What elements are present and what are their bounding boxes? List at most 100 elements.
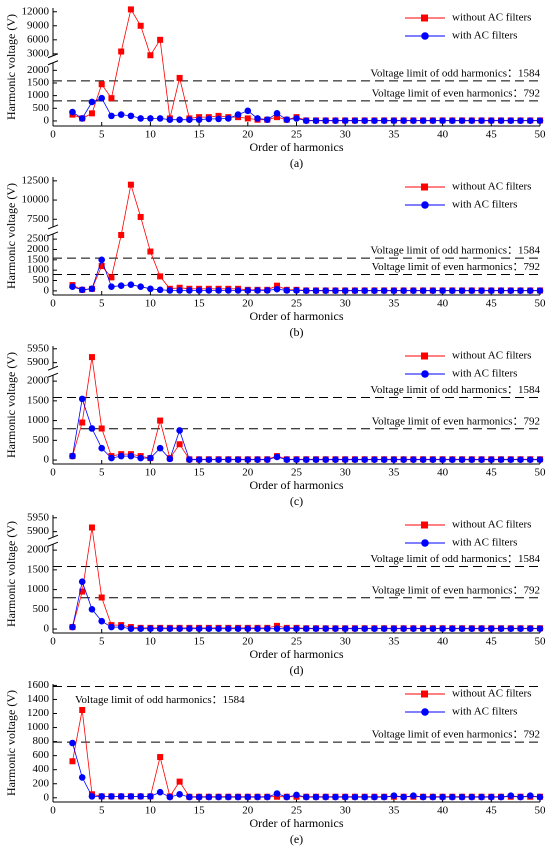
x-tick-label: 45 — [486, 129, 498, 141]
marker — [468, 117, 476, 124]
x-tick-label: 45 — [486, 636, 498, 648]
marker — [449, 117, 456, 124]
legend-label: with AC filters — [452, 368, 517, 380]
marker — [98, 444, 105, 452]
x-tick-label: 10 — [145, 636, 157, 648]
y-tick-label: 1500 — [27, 77, 50, 89]
marker — [69, 739, 76, 747]
y-tick-label: 0 — [44, 284, 50, 296]
marker — [273, 285, 281, 293]
legend-marker — [421, 14, 428, 22]
y-tick-label: 3000 — [27, 47, 50, 59]
marker — [341, 793, 349, 801]
marker — [108, 283, 115, 291]
y-tick-label: 1600 — [27, 679, 50, 691]
marker — [410, 117, 417, 124]
marker — [439, 287, 446, 294]
marker — [234, 793, 242, 801]
legend-label: with AC filters — [452, 30, 517, 42]
x-tick-label: 20 — [242, 805, 254, 817]
marker — [147, 793, 154, 800]
marker — [439, 793, 446, 801]
marker — [273, 110, 281, 117]
marker — [176, 74, 183, 81]
marker — [117, 623, 125, 631]
marker — [69, 283, 76, 291]
y-tick-label: 1500 — [27, 563, 50, 575]
marker — [166, 287, 174, 294]
marker — [488, 287, 495, 294]
marker — [371, 793, 378, 801]
marker — [157, 36, 164, 43]
marker — [263, 287, 271, 294]
marker — [400, 456, 407, 463]
x-tick-label: 50 — [535, 636, 547, 648]
marker — [78, 286, 86, 294]
caption: (c) — [290, 494, 303, 508]
marker — [166, 625, 174, 632]
marker — [517, 793, 524, 801]
marker — [88, 110, 95, 117]
marker — [88, 425, 96, 432]
marker — [419, 456, 427, 463]
y-tick-label: 6000 — [27, 33, 50, 45]
marker — [419, 117, 427, 124]
marker — [361, 117, 368, 124]
marker — [176, 427, 183, 434]
marker — [507, 792, 515, 799]
y-tick-label: 9000 — [27, 19, 50, 31]
marker — [293, 115, 300, 122]
marker — [69, 452, 76, 460]
marker — [137, 793, 144, 800]
marker — [332, 456, 339, 463]
legend-marker — [421, 521, 428, 529]
y-tick-label: 0 — [44, 454, 50, 466]
x-tick-label: 5 — [99, 467, 105, 479]
x-tick-label: 0 — [50, 129, 56, 141]
y-axis-label: Harmonic voltage (V) — [4, 690, 18, 796]
marker — [117, 452, 125, 460]
x-tick-label: 20 — [242, 129, 254, 141]
y-tick-label: 1000 — [27, 583, 50, 595]
marker — [166, 116, 174, 123]
marker — [410, 792, 417, 799]
x-tick-label: 30 — [340, 805, 352, 817]
marker — [254, 625, 261, 632]
axis-break — [47, 224, 59, 230]
limit-label: Voltage limit of even harmonics：792 — [372, 415, 540, 427]
marker — [332, 625, 339, 632]
marker — [195, 625, 203, 632]
marker — [361, 625, 368, 632]
limit-label: Voltage limit of even harmonics：792 — [372, 729, 540, 741]
marker — [98, 594, 105, 601]
marker — [468, 287, 476, 294]
marker — [108, 454, 115, 462]
marker — [429, 793, 437, 801]
y-tick-label: 800 — [33, 735, 50, 747]
marker — [478, 287, 485, 294]
axis-gap — [51, 55, 55, 63]
y-tick-label: 1500 — [27, 253, 50, 265]
marker — [371, 287, 378, 294]
marker — [244, 115, 251, 122]
marker — [478, 793, 485, 801]
marker — [88, 98, 96, 106]
marker — [274, 282, 281, 289]
marker — [351, 287, 359, 294]
y-tick-label: 2000 — [27, 375, 50, 387]
marker — [536, 117, 544, 124]
marker — [108, 623, 115, 631]
marker — [254, 456, 261, 463]
marker — [400, 793, 407, 801]
marker — [449, 793, 456, 801]
marker — [283, 287, 291, 294]
marker — [137, 625, 144, 632]
marker — [176, 790, 183, 798]
marker — [108, 95, 115, 102]
marker — [195, 116, 203, 123]
marker — [273, 790, 281, 797]
y-tick-label: 500 — [33, 434, 50, 446]
marker — [215, 625, 222, 632]
marker — [419, 625, 427, 632]
marker — [127, 112, 135, 120]
